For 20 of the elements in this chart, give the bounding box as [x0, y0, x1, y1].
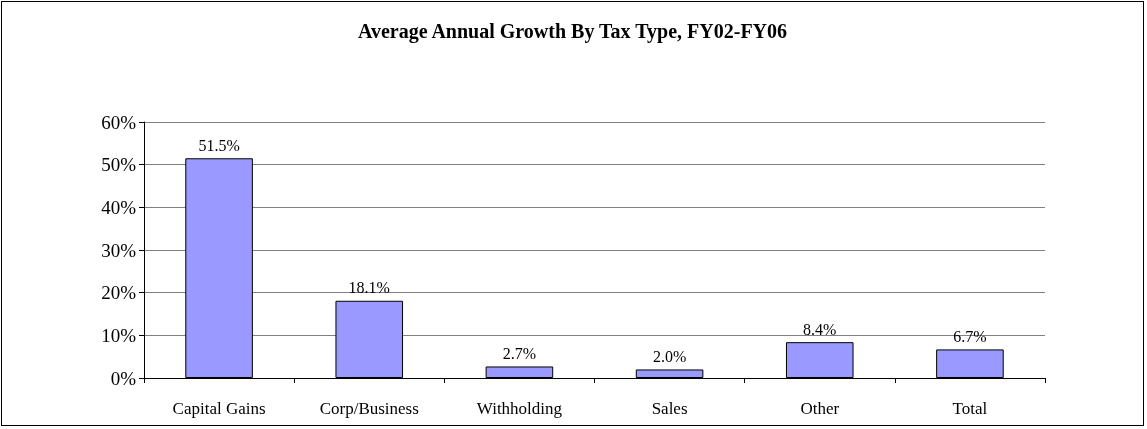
x-tick-label: Sales: [651, 399, 688, 418]
x-tick-label: Withholding: [476, 399, 563, 418]
data-label: 6.7%: [953, 327, 987, 345]
y-tick-label: 50%: [101, 154, 137, 176]
data-label: 2.0%: [652, 347, 687, 365]
chart-title: Average Annual Growth By Tax Type, FY02-FY06: [357, 20, 788, 43]
data-label: 8.4%: [803, 320, 837, 338]
data-label: 18.1%: [348, 279, 390, 297]
y-tick-label: 30%: [101, 239, 137, 261]
x-tick-label: Other: [800, 399, 840, 418]
y-tick-label: 20%: [101, 282, 137, 304]
y-tick-label: 10%: [101, 324, 137, 346]
data-label: 2.7%: [502, 344, 537, 362]
y-tick-label: 40%: [101, 196, 137, 218]
data-label: 51.5%: [198, 136, 240, 154]
x-tick-label: Capital Gains: [172, 399, 266, 418]
x-tick-label: Corp/Business: [319, 399, 419, 418]
x-tick-label: Total: [952, 399, 988, 418]
y-tick-label: 0%: [110, 367, 137, 389]
y-tick-label: 60%: [101, 111, 137, 133]
